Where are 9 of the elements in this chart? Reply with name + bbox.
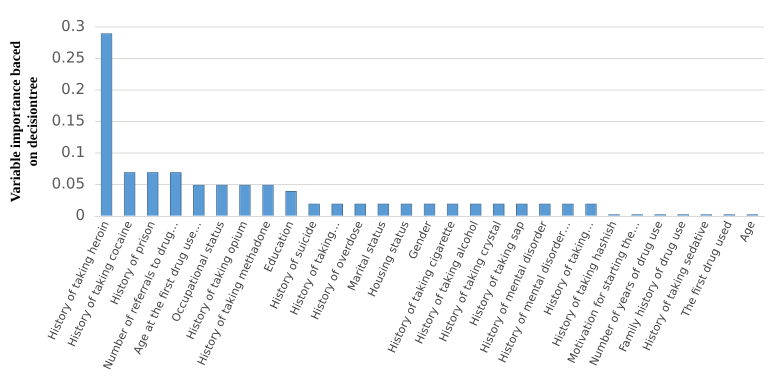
y-tick-label: 0.2	[61, 80, 85, 98]
y-tick-label: 0	[75, 206, 85, 224]
y-tick-label: 0.1	[61, 143, 85, 162]
x-tick-label: Age	[737, 218, 758, 244]
y-tick-label: 0.3	[61, 16, 85, 35]
y-tick-label: 0.05	[52, 174, 85, 193]
y-axis-title: Variable importance baced on decisiontree	[9, 40, 41, 202]
y-tick-label: 0.25	[52, 48, 85, 66]
y-tick-label: 0.15	[52, 112, 85, 130]
